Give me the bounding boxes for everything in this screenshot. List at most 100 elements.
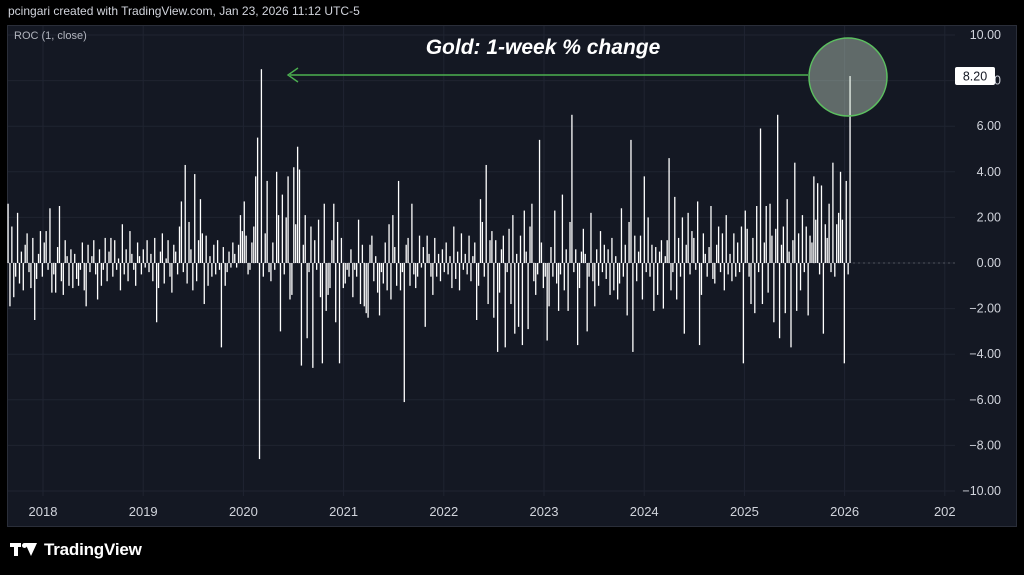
bar: [681, 217, 684, 263]
bar: [428, 253, 430, 263]
bar: [285, 217, 287, 263]
last-value-text: 8.20: [963, 70, 987, 84]
bar: [519, 235, 522, 263]
bar: [85, 263, 87, 307]
bar: [740, 226, 743, 263]
bar: [725, 215, 727, 263]
bar: [310, 226, 312, 263]
bar: [175, 251, 177, 263]
bar: [55, 263, 57, 293]
tradingview-logo-icon: [10, 541, 38, 559]
bar: [523, 210, 525, 263]
bar: [396, 263, 398, 286]
bar: [596, 249, 598, 263]
bar: [767, 263, 769, 293]
bar: [317, 219, 320, 263]
bar: [308, 263, 310, 273]
annotation-arrow-head: [286, 67, 299, 83]
bar: [799, 263, 802, 291]
bar: [409, 263, 411, 286]
x-tick-label: 2018: [29, 504, 58, 519]
bar: [510, 263, 512, 305]
chart-pane[interactable]: [7, 25, 1017, 527]
y-tick-label: 2.00: [977, 210, 1001, 224]
bar: [569, 221, 571, 263]
bar: [727, 263, 729, 275]
bar: [159, 251, 162, 263]
bar: [186, 263, 188, 284]
bar: [561, 194, 564, 263]
annotation-highlight-circle: [808, 37, 888, 117]
y-tick-label: 0.00: [977, 256, 1001, 270]
x-axis: 2018 2019 2020 2021 2022 2023 2024 2025 2026 202: [29, 504, 956, 519]
bar: [323, 203, 325, 263]
bar: [197, 240, 200, 263]
tradingview-logo[interactable]: TradingView: [10, 540, 142, 560]
bar: [672, 263, 674, 273]
bar: [636, 263, 638, 282]
bar: [626, 263, 628, 316]
bar: [531, 203, 533, 263]
bar: [495, 240, 497, 263]
bar: [807, 263, 809, 316]
bar: [556, 263, 558, 284]
bar: [392, 215, 394, 263]
x-tick-label: 2020: [229, 504, 258, 519]
bar: [363, 263, 365, 307]
bar: [295, 224, 297, 263]
indicator-label[interactable]: ROC (1, close): [14, 30, 87, 42]
bar: [234, 253, 236, 263]
bar: [426, 235, 428, 263]
bar: [557, 263, 560, 311]
bar: [578, 263, 581, 289]
bar: [420, 263, 423, 268]
bar: [649, 263, 651, 277]
bar: [708, 247, 710, 263]
bar: [618, 263, 621, 284]
bar: [123, 263, 125, 275]
bar: [796, 263, 798, 311]
bar: [656, 263, 659, 295]
bar: [241, 231, 244, 263]
bar: [441, 249, 444, 263]
bar: [148, 263, 150, 273]
bar: [479, 199, 482, 263]
bar: [77, 263, 80, 286]
bar: [293, 167, 295, 263]
bar: [733, 233, 735, 263]
bar: [53, 263, 55, 275]
bar: [30, 263, 32, 289]
bar: [554, 210, 556, 263]
bar: [327, 263, 329, 295]
bar: [449, 256, 451, 263]
bar: [266, 180, 268, 263]
bar: [516, 253, 518, 263]
bar: [237, 244, 240, 263]
bar: [677, 237, 680, 263]
bar: [114, 240, 116, 263]
bar: [584, 253, 586, 263]
bar: [15, 263, 17, 277]
bar: [321, 263, 324, 364]
bar: [411, 203, 413, 263]
bar: [455, 263, 457, 279]
bar: [96, 263, 99, 300]
bar: [546, 263, 548, 341]
bar: [279, 263, 282, 332]
bar: [424, 263, 426, 327]
bar: [704, 253, 706, 263]
bar: [376, 263, 379, 293]
bar: [256, 137, 259, 263]
bar: [472, 256, 474, 263]
bar: [300, 263, 303, 366]
bar: [822, 263, 825, 334]
bar: [378, 263, 381, 316]
bar: [754, 263, 756, 314]
bar: [645, 263, 647, 273]
bar: [344, 263, 346, 284]
bar: [782, 226, 785, 263]
bar: [72, 263, 74, 289]
bar: [56, 247, 59, 263]
bar: [580, 251, 583, 263]
bar: [289, 263, 291, 300]
